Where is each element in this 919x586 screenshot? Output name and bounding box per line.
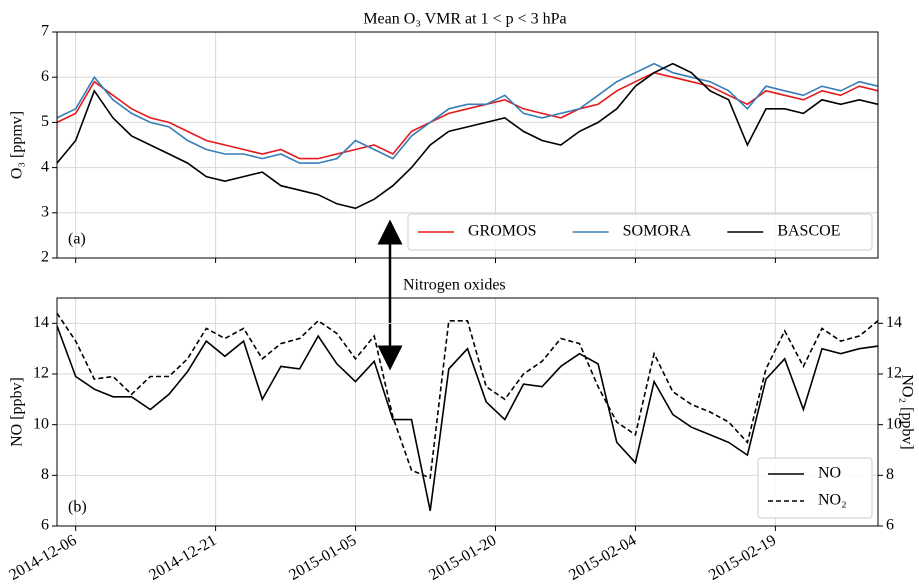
legend-label: BASCOE (777, 223, 840, 240)
legend-box (757, 457, 873, 519)
y-tick-label: 2 (41, 249, 49, 266)
chart-title: Mean O₃ VMR at 1 < p < 3 hPa (363, 11, 566, 28)
y-tick-label: 6 (41, 68, 49, 85)
plot-frame (56, 297, 879, 527)
y2-tick-label: 12 (886, 365, 902, 382)
legend-label: SOMORA (623, 223, 692, 240)
x-tick-label: 2015-01-05 (286, 532, 359, 584)
annotation: Nitrogen oxides (403, 277, 506, 294)
legend-label: GROMOS (468, 223, 536, 240)
y-tick-label: 14 (33, 314, 49, 331)
y2-tick-label: 14 (886, 314, 902, 331)
series-line (56, 62, 879, 210)
y-tick-label: 10 (33, 415, 49, 432)
series-line (56, 62, 879, 164)
series-line (56, 325, 879, 511)
y-tick-label: 7 (41, 23, 49, 40)
x-tick-label: 2015-02-19 (706, 532, 779, 584)
legend-label: NO₂ (818, 492, 847, 509)
y-tick-label: 3 (41, 203, 49, 220)
legend-label: NO (818, 465, 841, 482)
series-line (56, 71, 879, 160)
y-axis-label: NO [ppbv] (9, 377, 26, 447)
y-tick-label: 6 (41, 517, 49, 534)
legend-box (407, 213, 873, 251)
y-tick-label: 8 (41, 466, 49, 483)
plot-area (56, 62, 879, 210)
plot-area (56, 312, 879, 511)
x-tick-label: 2014-12-21 (146, 532, 219, 584)
panel-label: (b) (68, 499, 87, 516)
y-tick-label: 4 (41, 158, 49, 175)
x-tick-label: 2015-01-20 (426, 532, 499, 584)
y2-axis-label: NO₂ [ppbv] (898, 374, 915, 449)
y-tick-label: 12 (33, 365, 49, 382)
series-line (56, 312, 879, 480)
y-axis-label: O₃ [ppmv] (9, 111, 26, 179)
x-tick-label: 2014-12-06 (6, 532, 79, 584)
plot-frame (56, 31, 879, 259)
y2-tick-label: 8 (886, 466, 894, 483)
y2-tick-label: 10 (886, 415, 902, 432)
x-tick-label: 2015-02-04 (566, 532, 639, 584)
y-tick-label: 5 (41, 113, 49, 130)
y2-tick-label: 6 (886, 517, 894, 534)
panel-label: (a) (68, 231, 86, 248)
